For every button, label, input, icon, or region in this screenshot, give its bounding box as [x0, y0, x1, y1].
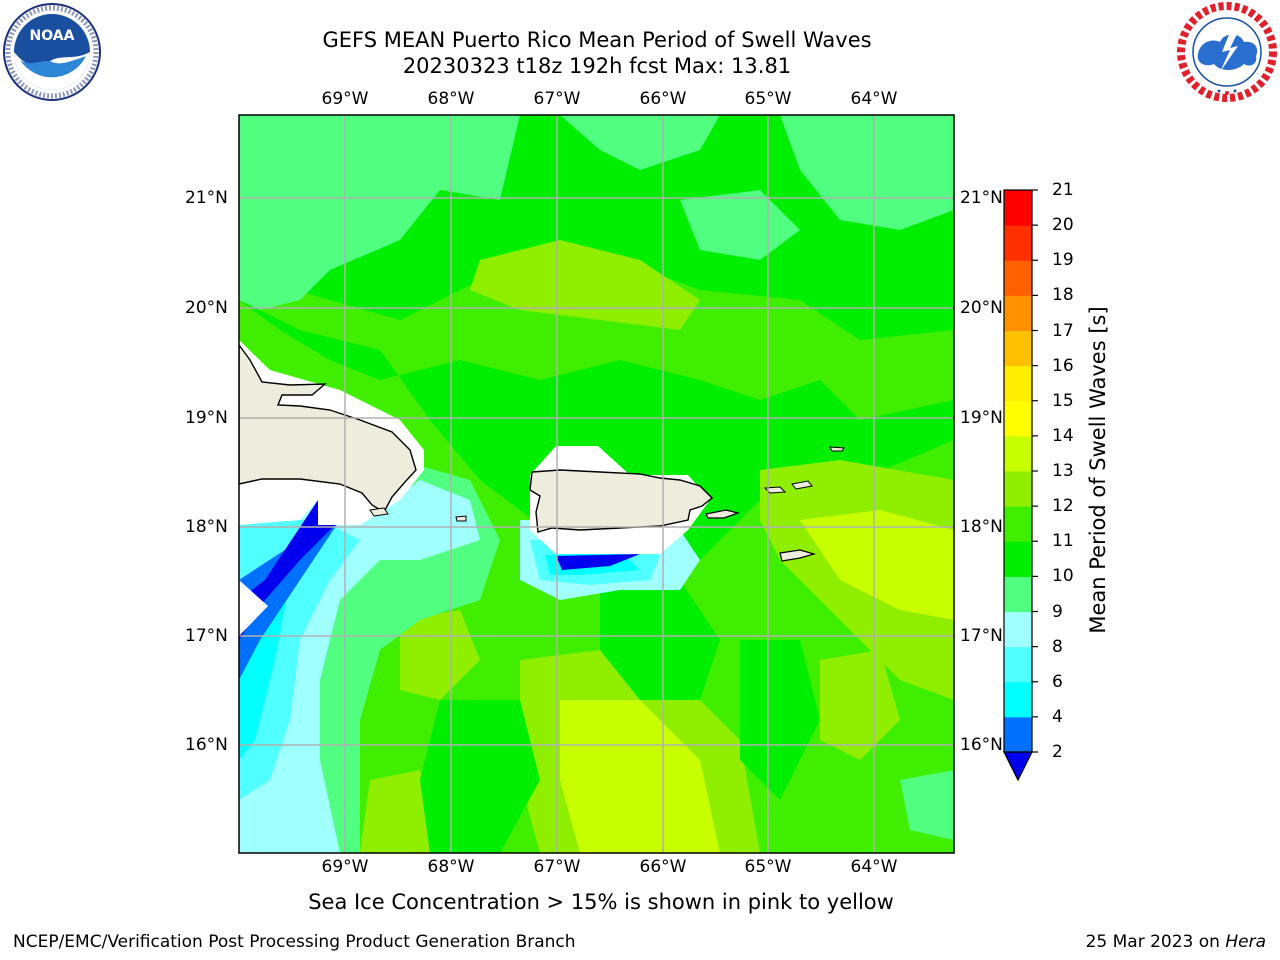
footer-date: 25 Mar 2023 on Hera: [1086, 932, 1266, 952]
noaa-logo-text: NOAA: [30, 28, 75, 44]
lat-label-right: 18°N: [960, 517, 1003, 537]
lat-label-right: 16°N: [960, 735, 1003, 755]
lon-label-top: 67°W: [533, 89, 581, 109]
lon-label-top: 68°W: [427, 89, 475, 109]
colorbar-tick-label: 10: [1052, 566, 1074, 587]
chart-subtitle: 20230323 t18z 192h fcst Max: 13.81: [402, 54, 792, 78]
lon-label-top: 69°W: [321, 89, 369, 109]
noaa-logo-icon: NOAA: [3, 3, 101, 101]
puerto-rico-land: [529, 469, 714, 533]
colorbar-tick-label: 12: [1052, 496, 1074, 517]
lon-label-bottom: 68°W: [427, 857, 475, 877]
footer-date-text: 25 Mar 2023 on: [1085, 932, 1220, 952]
lat-label-right: 20°N: [960, 298, 1003, 318]
colorbar-tick-label: 15: [1052, 390, 1074, 411]
colorbar-tick-label: 20: [1052, 215, 1074, 236]
colorbar-tick-label: 18: [1052, 285, 1074, 306]
lat-label-right: 19°N: [960, 408, 1003, 428]
nws-logo-icon: [1177, 2, 1277, 102]
colorbar-tick-label: 4: [1052, 706, 1063, 727]
lat-label-right: 17°N: [960, 626, 1003, 646]
map-frame: [238, 114, 955, 854]
lon-label-bottom: 67°W: [533, 857, 581, 877]
footer-branch: NCEP/EMC/Verification Post Processing Pr…: [13, 932, 576, 952]
lon-label-bottom: 69°W: [321, 857, 369, 877]
colorbar-tick-label: 16: [1052, 355, 1074, 376]
colorbar-tick-label: 21: [1052, 180, 1074, 200]
sea-ice-note: Sea Ice Concentration > 15% is shown in …: [308, 890, 894, 914]
hispaniola-land: [239, 343, 417, 513]
lat-label-left: 21°N: [185, 188, 228, 208]
colorbar-tick-label: 17: [1052, 320, 1074, 341]
colorbar-tick-label: 8: [1052, 636, 1063, 657]
colorbar-tick-label: 6: [1052, 671, 1063, 692]
colorbar-tick-label: 2: [1052, 742, 1063, 762]
lon-label-bottom: 66°W: [639, 857, 687, 877]
colorbar-tick-label: 11: [1052, 531, 1074, 552]
lat-label-left: 16°N: [185, 735, 228, 755]
map-gridlines: [239, 115, 954, 853]
lat-label-right: 21°N: [960, 188, 1003, 208]
chart-title: GEFS MEAN Puerto Rico Mean Period of Swe…: [322, 28, 872, 52]
lon-label-top: 64°W: [850, 89, 898, 109]
lat-label-left: 19°N: [185, 408, 228, 428]
footer-host: Hera: [1225, 932, 1266, 952]
colorbar-tick-label: 19: [1052, 250, 1074, 271]
colorbar-tick-label: 14: [1052, 425, 1074, 446]
lon-label-bottom: 65°W: [744, 857, 792, 877]
lon-label-top: 65°W: [744, 89, 792, 109]
colorbar-label: Mean Period of Swell Waves [s]: [1086, 306, 1110, 634]
lon-label-top: 66°W: [639, 89, 687, 109]
colorbar-tick-label: 13: [1052, 461, 1074, 481]
lon-label-bottom: 64°W: [850, 857, 898, 877]
lat-label-left: 17°N: [185, 626, 228, 646]
colorbar-tick-label: 9: [1052, 601, 1063, 622]
lat-label-left: 20°N: [185, 298, 228, 318]
swell-period-field: [239, 115, 954, 853]
lat-label-left: 18°N: [185, 517, 228, 537]
